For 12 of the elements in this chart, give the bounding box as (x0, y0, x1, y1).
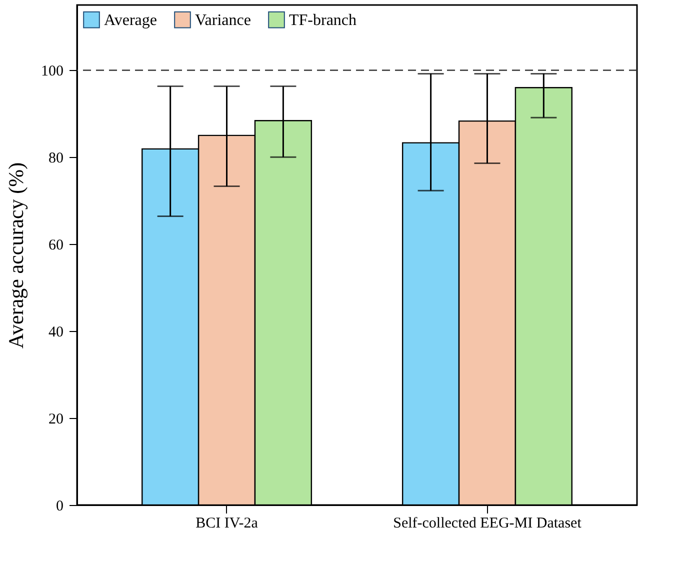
y-tick-label: 0 (56, 498, 64, 514)
x-tick-label: Self-collected EEG-MI Dataset (393, 516, 582, 532)
legend-label: Variance (195, 12, 251, 29)
y-tick-label: 20 (48, 412, 64, 428)
legend-label: Average (104, 12, 157, 29)
y-tick-label: 100 (41, 64, 64, 80)
y-tick-label: 60 (48, 238, 64, 254)
y-tick-label: 40 (48, 324, 64, 341)
x-tick-label: BCI IV-2a (196, 516, 258, 532)
y-axis-title: Average accuracy (%) (4, 162, 28, 349)
legend-label: TF-branch (289, 12, 357, 29)
y-tick-label: 80 (48, 150, 64, 167)
